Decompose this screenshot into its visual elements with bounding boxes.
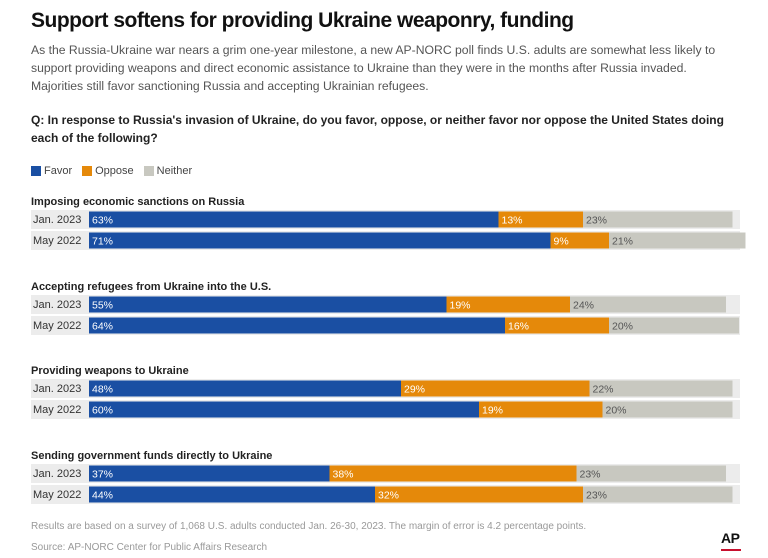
- legend-label-oppose: Oppose: [95, 165, 134, 177]
- data-label-neither: 21%: [612, 236, 633, 248]
- legend-swatch-favor: [31, 166, 41, 176]
- ap-logo-underline: [721, 549, 741, 551]
- bar-segment-favor: [89, 401, 479, 418]
- legend-item-oppose: Oppose: [82, 165, 134, 177]
- bar-segment-neither: [583, 486, 733, 503]
- bar-segment-neither: [576, 465, 726, 482]
- chart-subtitle: As the Russia-Ukraine war nears a grim o…: [31, 43, 716, 93]
- legend: Favor Oppose Neither: [31, 164, 202, 178]
- bar-segment-favor: [89, 211, 499, 228]
- group-title: Sending government funds directly to Ukr…: [31, 450, 272, 462]
- bar-segment-neither: [602, 401, 733, 418]
- group-title: Accepting refugees from Ukraine into the…: [31, 281, 271, 293]
- data-label-oppose: 29%: [404, 384, 425, 396]
- bar-segment-neither: [583, 211, 733, 228]
- bar-segment-neither: [609, 317, 739, 334]
- row-label: Jan. 2023: [33, 468, 81, 480]
- source-note: Source: AP-NORC Center for Public Affair…: [31, 542, 268, 553]
- bar-segment-oppose: [446, 296, 570, 313]
- data-label-favor: 44%: [92, 490, 113, 502]
- legend-item-neither: Neither: [143, 165, 193, 177]
- bar-segment-favor: [89, 486, 375, 503]
- data-label-neither: 22%: [593, 384, 614, 396]
- legend-label-favor: Favor: [44, 165, 73, 177]
- data-label-oppose: 9%: [554, 236, 569, 248]
- survey-question: Q: In response to Russia's invasion of U…: [31, 113, 724, 145]
- row-label: May 2022: [33, 235, 81, 247]
- data-label-oppose: 32%: [378, 490, 399, 502]
- group-title: Providing weapons to Ukraine: [31, 365, 189, 377]
- data-label-favor: 55%: [92, 300, 113, 312]
- bar-segment-favor: [89, 232, 551, 249]
- legend-label-neither: Neither: [156, 165, 193, 177]
- data-label-favor: 71%: [92, 236, 113, 248]
- data-label-neither: 20%: [606, 405, 627, 417]
- data-label-oppose: 19%: [450, 300, 471, 312]
- bar-segment-oppose: [329, 465, 577, 482]
- bar-segment-oppose: [550, 232, 609, 249]
- data-label-oppose: 13%: [502, 215, 523, 227]
- legend-item-favor: Favor: [31, 165, 72, 177]
- row-label: Jan. 2023: [33, 383, 81, 395]
- row-label: Jan. 2023: [33, 299, 81, 311]
- row-label: May 2022: [33, 320, 81, 332]
- row-label: Jan. 2023: [33, 214, 81, 226]
- data-label-oppose: 19%: [482, 405, 503, 417]
- bar-segment-oppose: [375, 486, 583, 503]
- bar-segment-oppose: [498, 211, 583, 228]
- data-label-favor: 37%: [92, 469, 113, 481]
- row-label: May 2022: [33, 404, 81, 416]
- group-title: Imposing economic sanctions on Russia: [31, 196, 245, 208]
- data-label-favor: 60%: [92, 405, 113, 417]
- bar-segment-neither: [609, 232, 746, 249]
- bar-segment-favor: [89, 296, 447, 313]
- legend-swatch-neither: [143, 166, 154, 176]
- data-label-favor: 63%: [92, 215, 113, 227]
- bar-segment-oppose: [401, 380, 590, 397]
- data-label-neither: 24%: [573, 300, 594, 312]
- bar-segment-oppose: [505, 317, 609, 334]
- ap-logo: AP: [721, 530, 740, 546]
- data-label-neither: 23%: [586, 490, 607, 502]
- legend-swatch-oppose: [82, 166, 93, 176]
- bar-segment-favor: [89, 317, 505, 334]
- data-label-favor: 48%: [92, 384, 113, 396]
- chart-title: Support softens for providing Ukraine we…: [31, 9, 574, 32]
- bar-segment-favor: [89, 380, 401, 397]
- data-label-neither: 23%: [580, 469, 601, 481]
- footer-notes: Results are based on a survey of 1,068 U…: [31, 516, 711, 558]
- data-label-neither: 23%: [586, 215, 607, 227]
- bar-segment-oppose: [479, 401, 603, 418]
- methodology-note: Results are based on a survey of 1,068 U…: [31, 521, 587, 532]
- data-label-favor: 64%: [92, 321, 113, 333]
- bar-segment-favor: [89, 465, 330, 482]
- data-label-oppose: 16%: [508, 321, 529, 333]
- data-label-oppose: 38%: [333, 469, 354, 481]
- bar-segment-neither: [570, 296, 726, 313]
- data-label-neither: 20%: [612, 321, 633, 333]
- row-label: May 2022: [33, 489, 81, 501]
- bar-segment-neither: [589, 380, 733, 397]
